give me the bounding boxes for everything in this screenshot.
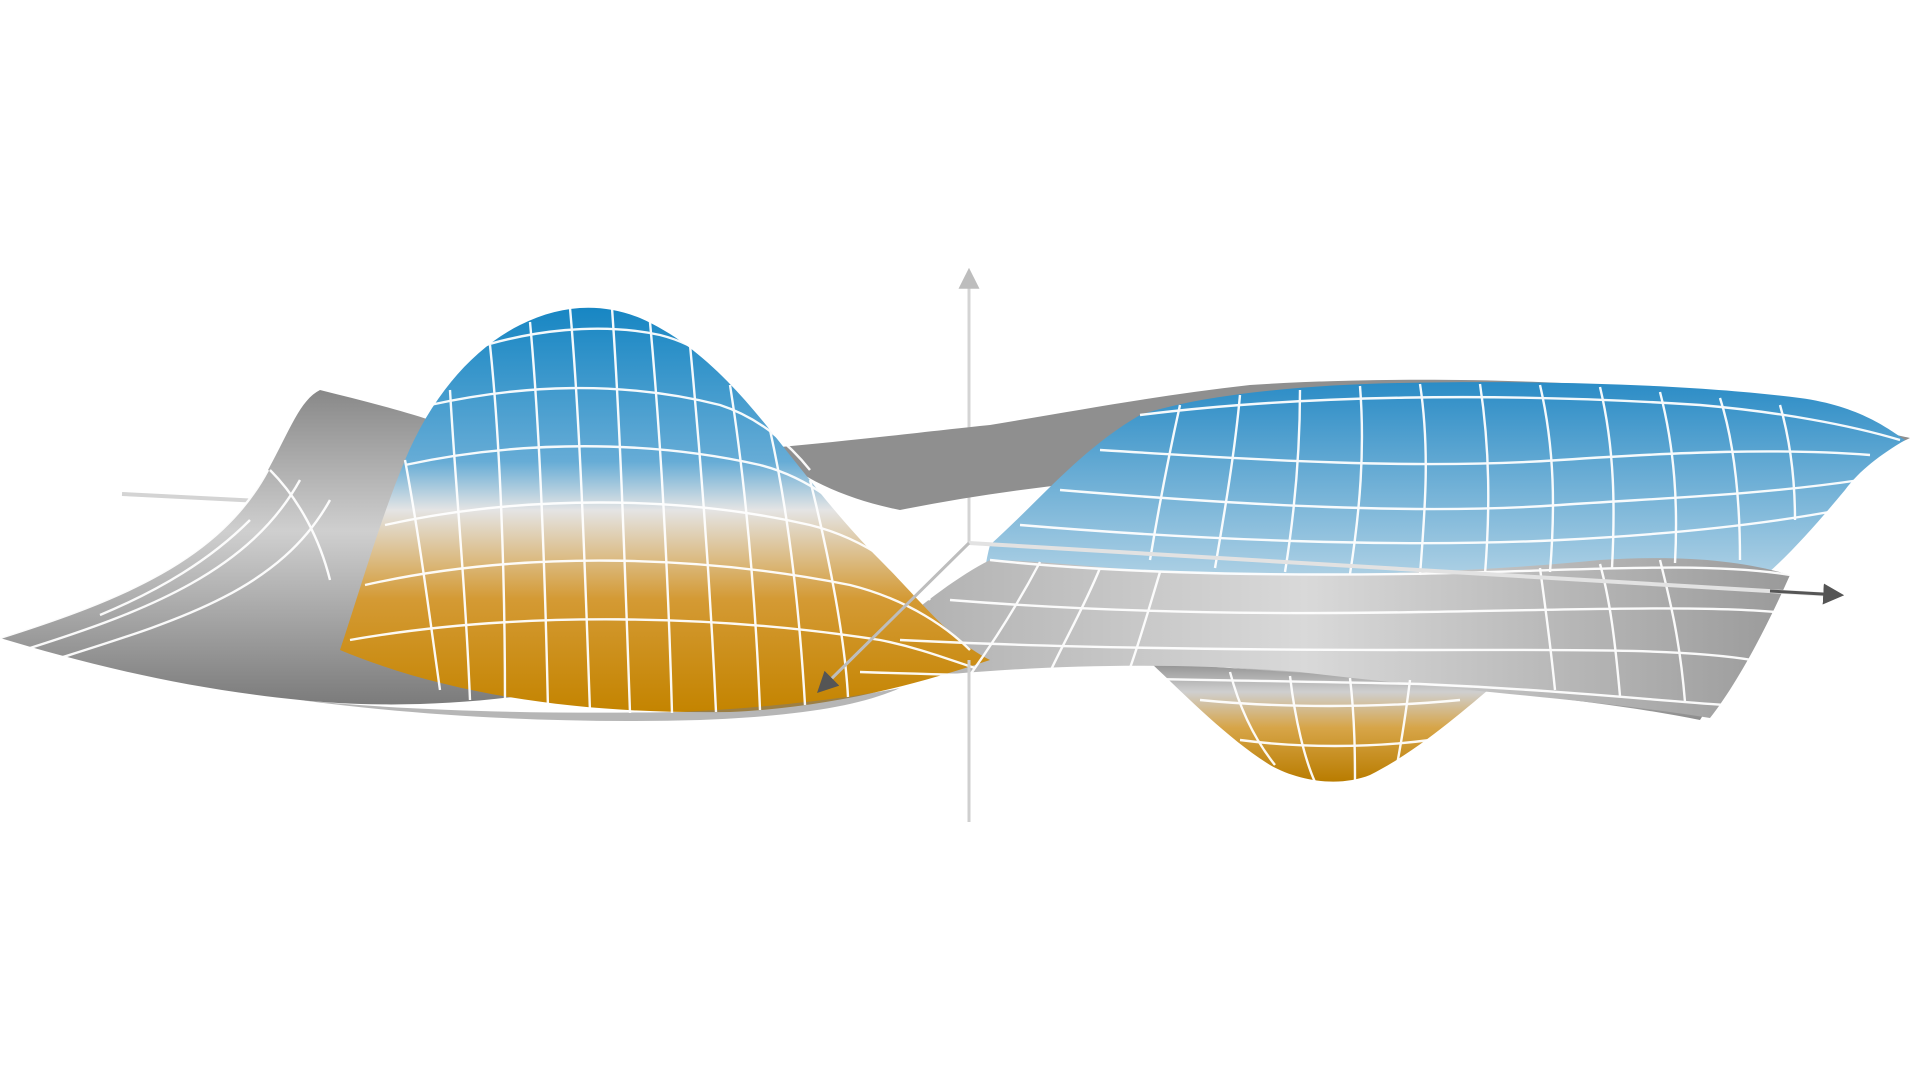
surface-mesh: [0, 307, 1901, 786]
surface-peak-base: [300, 688, 900, 722]
surface-pit: [1150, 662, 1500, 782]
x-axis-tip: [1769, 583, 1845, 605]
surface[interactable]: [0, 307, 1910, 786]
surface-front-sheet: [820, 558, 1790, 718]
x-axis-front: [968, 541, 1836, 597]
y-axis-front: [817, 541, 971, 693]
surface-peak: [340, 307, 990, 713]
axes-front: [817, 541, 1845, 822]
